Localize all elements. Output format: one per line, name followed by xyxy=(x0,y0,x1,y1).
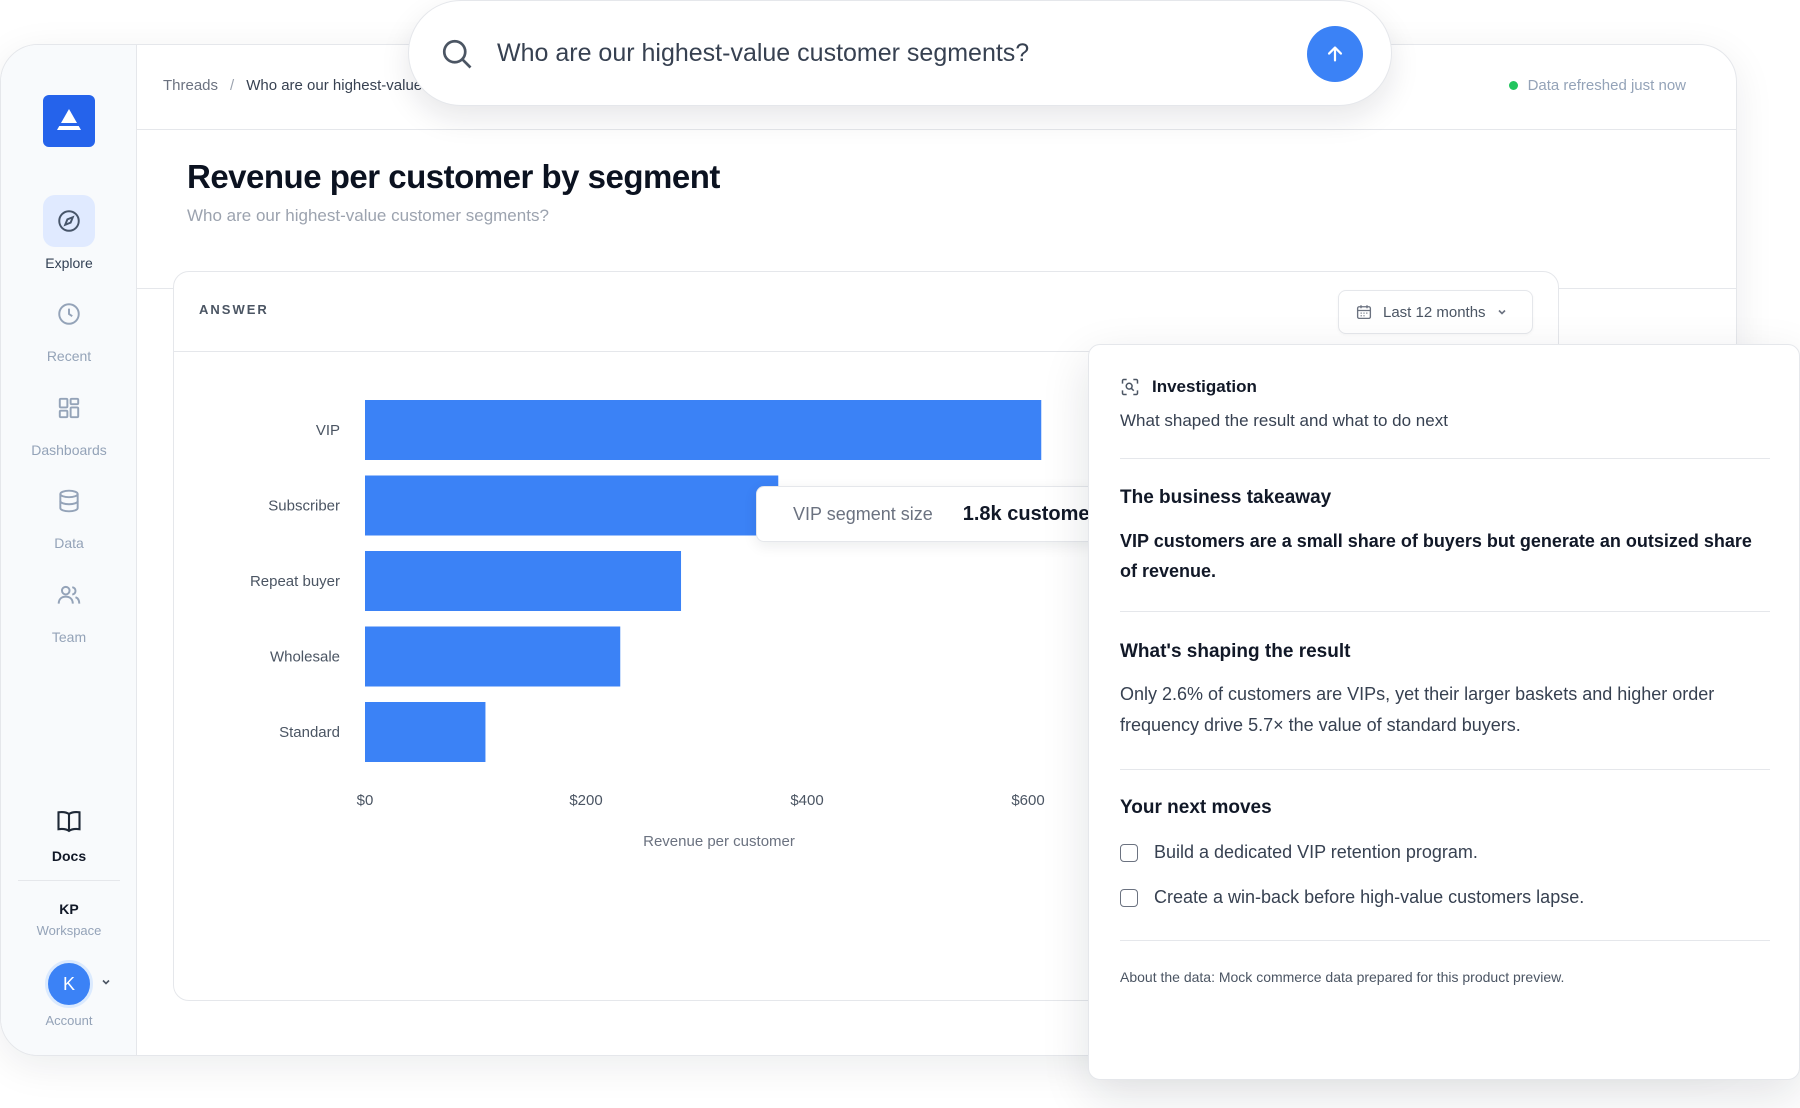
chevron-down-icon xyxy=(1497,309,1506,315)
sidebar-item-label: Recent xyxy=(46,348,92,364)
title-section: Revenue per customer by segment Who are … xyxy=(137,130,1736,289)
status-dot xyxy=(1508,81,1518,90)
checkbox[interactable] xyxy=(1120,888,1138,907)
refresh-status-text: Data refreshed just now xyxy=(1527,77,1686,94)
next-move-item[interactable]: Create a win-back before high-value cust… xyxy=(1120,887,1584,908)
search-input[interactable] xyxy=(497,31,1257,75)
scan-search-icon xyxy=(1121,378,1139,396)
x-tick-label: $400 xyxy=(790,792,823,809)
next-move-text: Create a win-back before high-value cust… xyxy=(1154,887,1585,907)
sidebar-item-data[interactable]: Data xyxy=(1,475,137,551)
book-icon xyxy=(57,810,81,833)
next-move-text: Build a dedicated VIP retention program. xyxy=(1154,842,1478,862)
x-tick-label: $0 xyxy=(357,792,374,809)
search-icon xyxy=(442,39,472,69)
bar-chart: VIP Subscriber Repeat buyer Wholesale Standa… xyxy=(250,400,1266,850)
category-label: Subscriber xyxy=(268,498,340,515)
sidebar-item-label: Dashboards xyxy=(31,442,107,458)
chart-area: VIP Subscriber Repeat buyer Wholesale Standa… xyxy=(174,352,1558,1002)
sidebar-item-recent[interactable]: Recent xyxy=(1,288,137,364)
shaping-title: What's shaping the result xyxy=(1120,641,1351,662)
arrow-up-icon xyxy=(1327,46,1343,62)
x-tick-label: $600 xyxy=(1011,792,1044,809)
takeaway-title: The business takeaway xyxy=(1120,487,1332,508)
date-range-value: Last 12 months xyxy=(1383,303,1486,321)
database-icon xyxy=(59,489,79,513)
workspace-initials[interactable]: KP xyxy=(59,901,79,917)
category-label: Wholesale xyxy=(270,649,340,666)
sidebar: Explore Recent Dashboards xyxy=(1,45,137,1055)
sidebar-item-label: Team xyxy=(51,629,87,645)
breadcrumb-threads[interactable]: Threads xyxy=(163,77,219,94)
avatar-initial: K xyxy=(62,973,75,994)
sidebar-item-label: Data xyxy=(54,535,84,551)
breadcrumb-separator: / xyxy=(230,77,235,94)
users-icon xyxy=(57,585,81,604)
logo-icon xyxy=(57,109,81,130)
date-range-select[interactable]: Last 12 months xyxy=(1338,290,1533,334)
next-move-item[interactable]: Build a dedicated VIP retention program. xyxy=(1120,842,1478,863)
bar-repeat-buyer[interactable] xyxy=(365,551,682,611)
category-label: VIP xyxy=(316,422,340,439)
search-bar xyxy=(408,0,1392,106)
app-logo[interactable] xyxy=(43,95,95,147)
divider xyxy=(1120,769,1770,770)
chevron-down-icon[interactable] xyxy=(100,976,112,988)
tooltip-label: VIP segment size xyxy=(793,503,933,524)
divider xyxy=(1120,611,1770,612)
compass-icon xyxy=(58,210,80,232)
next-moves-title: Your next moves xyxy=(1120,797,1272,818)
sidebar-item-team[interactable]: Team xyxy=(1,569,137,645)
investigation-subtitle: What shaped the result and what to do ne… xyxy=(1120,411,1448,430)
category-label: Standard xyxy=(279,724,340,741)
investigation-title: Investigation xyxy=(1152,377,1257,396)
category-label: Repeat buyer xyxy=(250,573,340,590)
bar-standard[interactable] xyxy=(365,702,486,762)
docs-label: Docs xyxy=(51,848,87,864)
about-data-note: About the data: Mock commerce data prepa… xyxy=(1120,969,1565,985)
sidebar-item-label: Explore xyxy=(45,255,93,271)
account-label: Account xyxy=(45,1013,93,1028)
answer-label: ANSWER xyxy=(199,302,269,317)
divider xyxy=(1120,458,1770,459)
workspace-label: Workspace xyxy=(36,923,102,938)
x-axis-label: Revenue per customer xyxy=(643,833,795,850)
investigation-panel: Investigation What shaped the result and… xyxy=(1088,344,1800,1080)
clock-icon xyxy=(58,303,80,325)
x-tick-label: $200 xyxy=(569,792,602,809)
checkbox[interactable] xyxy=(1120,843,1138,862)
page-title: Revenue per customer by segment xyxy=(187,158,720,195)
avatar[interactable]: K xyxy=(45,960,93,1008)
takeaway-text: VIP customers are a small share of buyer… xyxy=(1120,531,1752,581)
bar-vip[interactable] xyxy=(365,400,1042,460)
chart-tooltip: VIP segment size 1.8k customers xyxy=(756,486,1096,542)
sidebar-item-docs[interactable]: Docs xyxy=(1,800,137,864)
sidebar-item-explore[interactable]: Explore xyxy=(1,195,137,271)
bar-wholesale[interactable] xyxy=(365,626,621,687)
submit-button[interactable] xyxy=(1307,26,1363,82)
sidebar-item-dashboards[interactable]: Dashboards xyxy=(1,382,137,458)
tooltip-value: 1.8k customers xyxy=(962,502,1096,525)
shaping-text: Only 2.6% of customers are VIPs, yet the… xyxy=(1120,684,1715,735)
grid-icon xyxy=(58,397,80,419)
answer-header: ANSWER Last 12 months xyxy=(174,272,1558,352)
page-subtitle: Who are our highest-value customer segme… xyxy=(187,206,549,225)
divider xyxy=(1120,940,1770,941)
bar-subscriber[interactable] xyxy=(365,475,779,536)
calendar-icon xyxy=(1356,305,1372,320)
refresh-status: Data refreshed just now xyxy=(1508,77,1686,94)
investigation-header: Investigation xyxy=(1120,377,1257,397)
sidebar-divider xyxy=(18,880,120,881)
